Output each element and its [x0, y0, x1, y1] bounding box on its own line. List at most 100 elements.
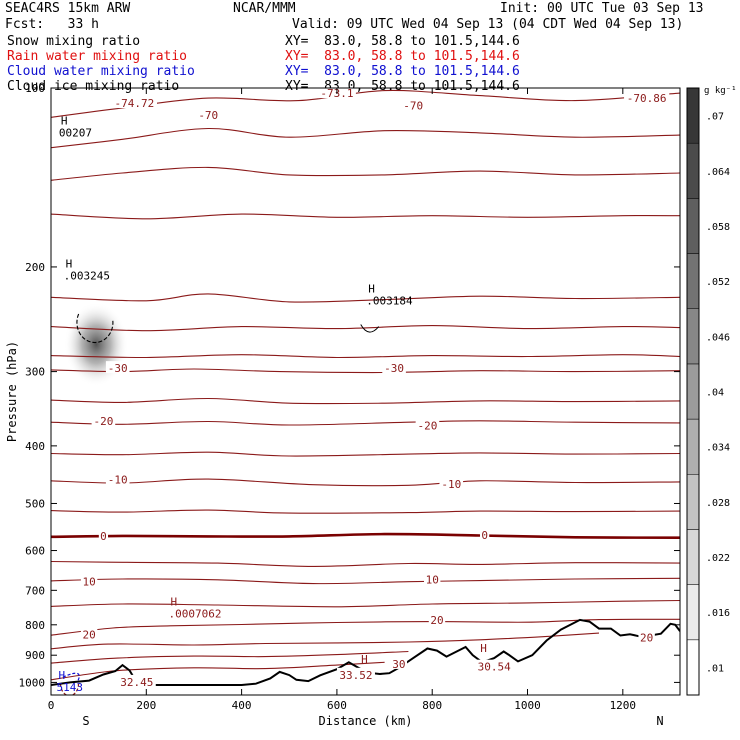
y-tick-label: 400 — [25, 440, 45, 453]
contour-label: 20 — [430, 614, 443, 627]
colorbar-unit: g kg⁻¹ — [704, 86, 737, 96]
x-axis-label: Distance (km) — [319, 714, 413, 728]
isotherm--50 — [51, 166, 680, 181]
y-tick-label: 800 — [25, 619, 45, 632]
contour-label-bg — [98, 528, 109, 541]
contour-label: -30 — [108, 362, 128, 375]
isotherm--20 — [51, 397, 680, 405]
extremum-value: .003184 — [366, 294, 413, 307]
y-axis-label: Pressure (hPa) — [5, 341, 19, 442]
isotherm-0 — [51, 509, 680, 514]
isotherm-10 — [51, 577, 680, 585]
isotherm--20 — [51, 420, 680, 426]
field-name-snow: Snow mixing ratio — [7, 34, 141, 49]
contour-label: 0 — [100, 530, 107, 543]
contour-label-bg — [196, 107, 221, 120]
extremum-mark: H — [361, 653, 368, 666]
x-tick-label: 800 — [422, 699, 442, 712]
colorbar-cell — [686, 639, 700, 696]
contour-label-bg — [424, 572, 441, 585]
colorbar-tick-label: .022 — [706, 553, 730, 564]
y-tick-label: 600 — [25, 545, 45, 558]
contour-label: 20 — [640, 631, 653, 644]
contour-label-bg — [428, 612, 446, 625]
field-name-cloud-ice: Cloud ice mixing ratio — [7, 79, 180, 94]
extremum-mark: H — [480, 642, 487, 655]
contour-label: 32.45 — [120, 676, 153, 689]
y-tick-label: 1000 — [19, 676, 46, 689]
contour-label: 10 — [426, 573, 439, 586]
endpoint-right: N — [656, 714, 663, 728]
contour-label-bg — [475, 659, 514, 672]
colorbar-cell — [686, 308, 700, 365]
colorbar-cell — [686, 418, 700, 475]
extremum-mark: H — [368, 282, 375, 295]
contour-label: -20 — [418, 420, 438, 433]
x-tick-label: 600 — [327, 699, 347, 712]
isotherm-20 — [51, 632, 600, 650]
colorbar-cell — [686, 87, 700, 144]
contour-label: 20 — [82, 628, 95, 641]
field-name-rain: Rain water mixing ratio — [7, 49, 188, 64]
isotherm--10 — [51, 478, 680, 487]
isotherm-0 — [51, 532, 680, 539]
isotherm--40 — [51, 213, 680, 220]
colorbar-tick-label: .058 — [706, 222, 730, 233]
contour-label-bg — [80, 627, 98, 640]
colorbar-tick-label: .07 — [706, 112, 724, 123]
colorbar-frame — [686, 87, 700, 696]
ice-contour-small — [360, 324, 380, 333]
extremum-mark: H — [171, 596, 178, 609]
extremum-mark: H — [61, 115, 68, 128]
contour-label-bg — [415, 418, 440, 431]
field-xy-cloud-water: XY= 83.0, 58.8 to 101.5,144.6 — [285, 64, 520, 79]
contour-label-bg — [105, 472, 130, 485]
extremum-value: 5143 — [57, 681, 84, 694]
contour-label: 33.52 — [339, 669, 372, 682]
extremum-value: 00207 — [59, 127, 92, 140]
contour-label-bg — [117, 674, 156, 687]
contour-label-bg — [111, 96, 157, 109]
x-tick-label: 400 — [232, 699, 252, 712]
contour-label: -70 — [198, 109, 218, 122]
y-tick-label: 700 — [25, 584, 45, 597]
contour-label-bg — [91, 413, 116, 426]
ice-contour — [76, 313, 114, 344]
colorbar-cell — [686, 474, 700, 530]
contour-label: 30.54 — [478, 661, 511, 674]
plot-area: -74.72 -73.1 -70 -70 -70.86 -30 -30 -20 -20 -10 -1… — [51, 88, 680, 695]
contour-label: 0 — [481, 529, 488, 542]
endpoint-left: S — [82, 714, 89, 728]
contour-label: -70 — [403, 99, 423, 112]
valid-time: Valid: 09 UTC Wed 04 Sep 13 (04 CDT Wed … — [292, 17, 684, 32]
y-tick-label: 100 — [25, 82, 45, 95]
colorbar-cell — [686, 142, 700, 199]
isotherm-20 — [51, 650, 409, 664]
isotherm-0 — [51, 560, 680, 567]
colorbar-tick-label: .028 — [706, 498, 730, 509]
colorbar-cell — [686, 253, 700, 309]
field-xy-rain: XY= 83.0, 58.8 to 101.5,144.6 — [285, 49, 520, 64]
extremum-value: .0007062 — [169, 608, 222, 621]
forecast-hour: Fcst: 33 h — [5, 17, 99, 32]
model-title: SEAC4RS 15km ARW — [5, 1, 131, 16]
x-tick-label: 1000 — [514, 699, 541, 712]
field-xy-snow: XY= 83.0, 58.8 to 101.5,144.6 — [285, 34, 520, 49]
contour-label: -70.86 — [627, 92, 667, 105]
x-tick-label: 0 — [48, 699, 55, 712]
contour-label-bg — [80, 574, 98, 587]
field-xy-cloud-ice: XY= 83.0, 58.8 to 101.5,144.6 — [285, 79, 520, 94]
contour-label: -10 — [441, 478, 461, 491]
colorbar-cell — [686, 584, 700, 641]
contour-label-bg — [439, 477, 464, 490]
colorbar-tick-label: .034 — [706, 443, 730, 454]
contour-label: -20 — [93, 415, 113, 428]
colorbar-tick-label: .016 — [706, 608, 730, 619]
colorbar: .01 .016 .022 .028 .034 .04 .046 .052 .058 .064 .0… — [686, 86, 737, 696]
contour-label: -10 — [108, 474, 128, 487]
contour-label: -74.72 — [115, 97, 155, 110]
colorbar-tick-label: .01 — [706, 663, 724, 674]
contour-label: 10 — [82, 575, 95, 588]
